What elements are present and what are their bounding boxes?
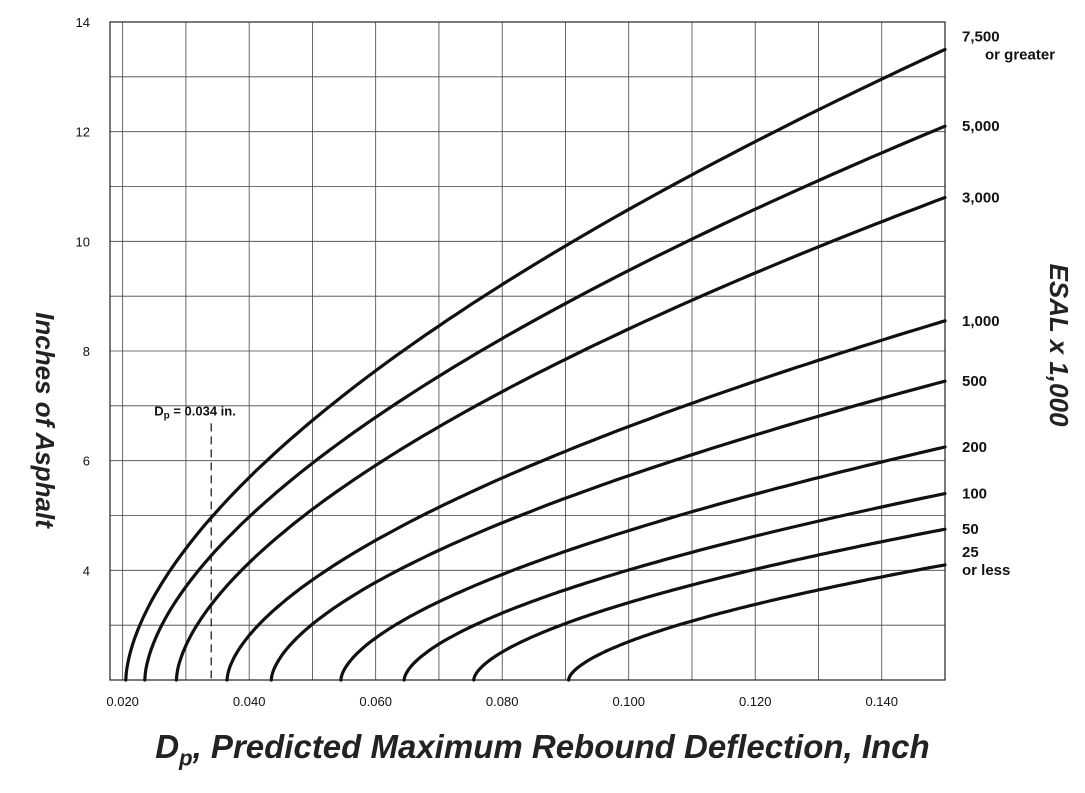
esal-label: 1,000 [962,313,1000,330]
esal-label-line: 5,000 [962,118,1000,135]
x-tick-label: 0.080 [486,694,519,709]
esal-label-line: 3,000 [962,189,1000,206]
esal-axis-title: ESAL x 1,000 [1044,264,1074,427]
esal-label-line: 7,500 [962,28,1000,45]
esal-label-line: or less [962,562,1010,579]
esal-label-line: 200 [962,439,987,456]
esal-label: 100 [962,486,987,503]
esal-label-line: 50 [962,521,979,538]
curve [402,492,947,682]
curve [124,47,947,682]
esal-label: 7,500 or greater [962,28,1055,63]
esal-label-line: 100 [962,486,987,503]
x-axis-title-sub: p [179,745,193,771]
esal-labels: 7,500 or greater 5,000 3,000 1,000 500 200 100 5… [962,28,1055,578]
esal-label-line: 25 [962,544,979,561]
curve [269,379,947,682]
plot-frame [109,21,946,681]
y-tick-label: 12 [76,125,90,140]
esal-label: 50 [962,521,979,538]
y-tick-label: 6 [83,454,90,469]
x-axis-title-text: , Predicted Maximum Rebound Deflection, … [192,728,930,765]
annotation-sub: p [164,410,170,421]
annotation-label: Dp = 0.034 in. [154,403,236,421]
esal-label: 200 [962,439,987,456]
x-tick-label: 0.040 [233,694,266,709]
y-tick-label: 14 [76,15,90,30]
x-tick-label: 0.060 [359,694,392,709]
annotation-symbol: D [154,403,163,418]
y-tick-label: 4 [83,563,90,578]
curve [472,527,947,682]
esal-label-line: 500 [962,373,987,390]
x-axis-title: Dp, Predicted Maximum Rebound Deflection… [0,728,1085,772]
y-tick-labels: 4 6 8 10 12 14 [76,15,90,578]
annotation-text: = 0.034 in. [170,403,236,418]
esal-label-line: 1,000 [962,313,1000,330]
curves [124,47,947,682]
y-axis-title: Inches of Asphalt [30,312,60,529]
esal-label: 25 or less [962,544,1010,579]
grid [110,22,945,680]
curve [143,124,947,682]
curve [225,319,947,682]
x-tick-label: 0.020 [106,694,139,709]
esal-label: 3,000 [962,189,1000,206]
x-tick-labels: 0.020 0.040 0.060 0.080 0.100 0.120 0.140 [106,694,898,709]
curve [339,445,947,682]
esal-label-line: or greater [985,46,1055,63]
curve [566,563,947,682]
annotation: Dp = 0.034 in. [154,403,236,680]
x-tick-label: 0.120 [739,694,772,709]
esal-label: 500 [962,373,987,390]
curve [174,195,947,682]
y-tick-label: 8 [83,344,90,359]
esal-label: 5,000 [962,118,1000,135]
y-tick-label: 10 [76,234,90,249]
x-tick-label: 0.100 [612,694,645,709]
x-axis-title-symbol: D [155,728,180,765]
x-tick-label: 0.140 [865,694,898,709]
